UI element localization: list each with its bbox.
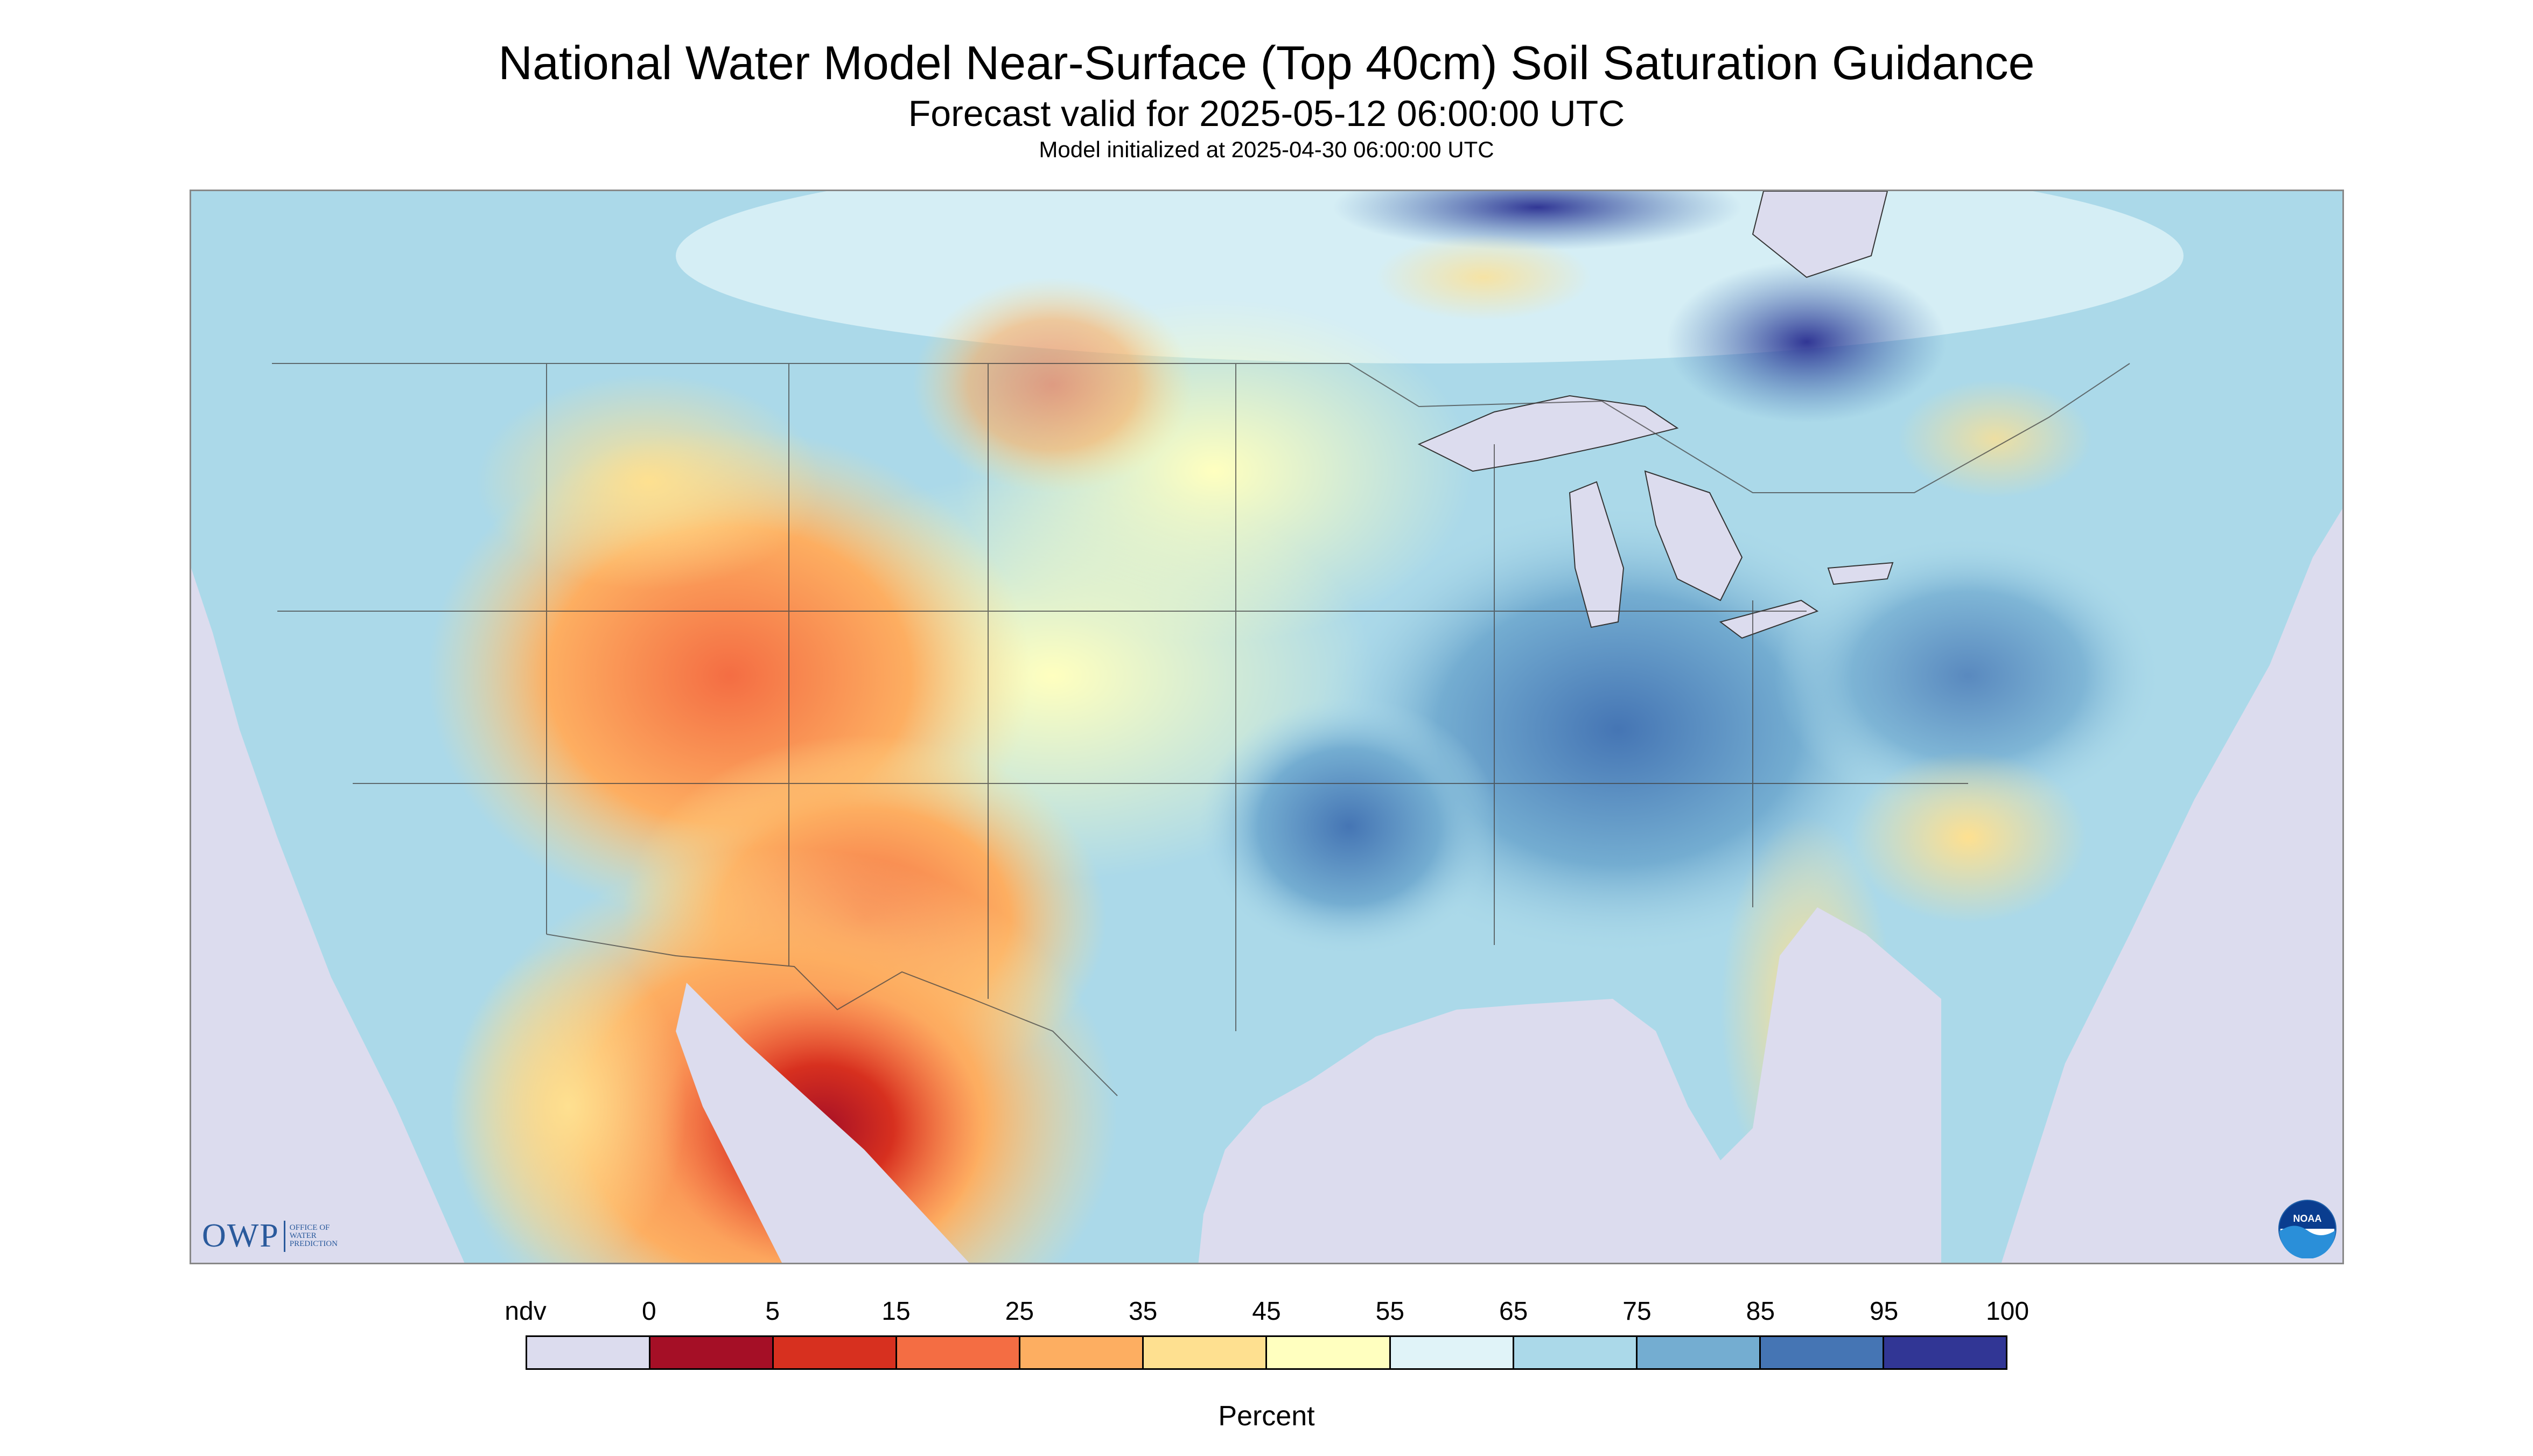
noaa-logo: NOAA (2278, 1200, 2336, 1258)
legend-swatch-0-5 (650, 1337, 774, 1368)
legend-label-100: 100 (1985, 1297, 2030, 1326)
legend-swatch-5-15 (774, 1337, 898, 1368)
legend-swatch-25-35 (1020, 1337, 1144, 1368)
legend-label-55: 55 (1375, 1297, 1405, 1326)
canada-border (272, 363, 2130, 493)
owp-logo-line-1: OFFICE OF (289, 1223, 330, 1232)
owp-logo-line-2: WATER (289, 1231, 317, 1240)
legend-label-0: 0 (641, 1297, 656, 1326)
legend-label-15: 15 (881, 1297, 911, 1326)
water-bodies (1417, 191, 1894, 639)
legend-label-75: 75 (1622, 1297, 1652, 1326)
forecast-valid-subtitle: Forecast valid for 2025-05-12 06:00:00 U… (908, 93, 1625, 134)
owp-logo: OWP OFFICE OF WATER PREDICTION (202, 1217, 338, 1255)
lake-ontario (1827, 562, 1894, 585)
legend-label-25: 25 (1005, 1297, 1034, 1326)
lake-michigan (1569, 481, 1625, 628)
mexico-border (546, 934, 1118, 1096)
legend-swatch-55-65 (1390, 1337, 1514, 1368)
map-panel[interactable]: OWP OFFICE OF WATER PREDICTION NOAA (190, 190, 2344, 1264)
owp-logo-divider (283, 1220, 285, 1252)
legend-swatch-85-95 (1760, 1337, 1884, 1368)
owp-logo-letters: OWP (202, 1217, 279, 1254)
legend-label-85: 85 (1746, 1297, 1775, 1326)
noaa-logo-text: NOAA (2293, 1213, 2322, 1224)
color-legend: ndv 0 5 15 25 35 45 55 65 75 85 95 100 (505, 1297, 2029, 1370)
legend-labels: ndv 0 5 15 25 35 45 55 65 75 85 95 100 (505, 1297, 2029, 1331)
legend-unit-label: Percent (1218, 1401, 1315, 1432)
legend-label-5: 5 (765, 1297, 780, 1326)
legend-label-65: 65 (1499, 1297, 1528, 1326)
legend-swatch-95-100 (1884, 1337, 2006, 1368)
lake-erie (1719, 599, 1819, 639)
hudson-bay (1752, 191, 1888, 278)
legend-swatch-45-55 (1267, 1337, 1391, 1368)
legend-swatch-ndv (527, 1337, 651, 1368)
legend-color-bar (526, 1335, 2007, 1370)
legend-swatch-15-25 (897, 1337, 1021, 1368)
legend-label-ndv: ndv (505, 1297, 547, 1326)
legend-swatch-65-75 (1514, 1337, 1638, 1368)
owp-logo-name: OFFICE OF WATER PREDICTION (290, 1224, 338, 1248)
lake-huron (1644, 470, 1743, 601)
model-init-line: Model initialized at 2025-04-30 06:00:00… (1039, 137, 1494, 162)
legend-label-35: 35 (1128, 1297, 1158, 1326)
borders (272, 363, 2130, 1096)
owp-logo-line-3: PREDICTION (289, 1240, 338, 1248)
legend-label-95: 95 (1869, 1297, 1899, 1326)
map-title: National Water Model Near-Surface (Top 4… (498, 36, 2035, 89)
legend-swatch-75-85 (1637, 1337, 1761, 1368)
soil-saturation-map[interactable] (191, 191, 2344, 1264)
legend-swatch-35-45 (1144, 1337, 1268, 1368)
saturation-field (191, 191, 2342, 1263)
legend-label-45: 45 (1252, 1297, 1281, 1326)
